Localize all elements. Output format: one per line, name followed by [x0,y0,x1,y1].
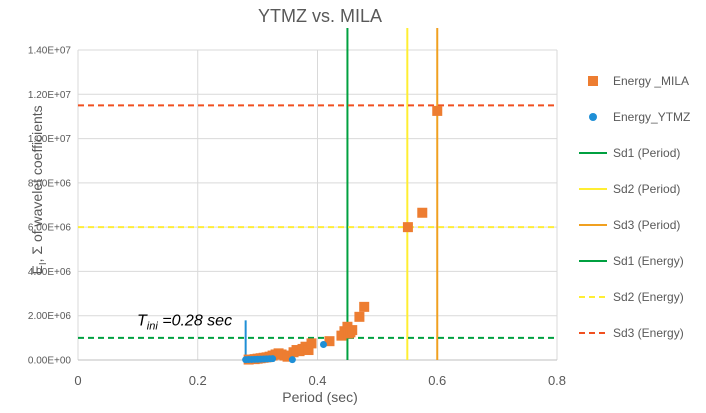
legend-label: Energy_YTMZ [613,110,690,124]
y-tick-label: 1.00E+07 [28,134,72,145]
y-tick-label: 8.00E+06 [28,178,72,189]
legend-label: Energy _MILA [613,74,689,88]
data-point-ytmz [269,355,277,363]
data-point-ytmz [319,341,327,348]
legend-label: Sd1 (Energy) [613,254,684,268]
tini-annotation: Tini =0.28 sec [137,312,232,332]
data-point-mila [347,325,358,336]
tini-annotation-prefix: T [137,312,148,329]
x-tick-label: 0.4 [308,373,326,388]
y-tick-label: 1.40E+07 [28,46,72,57]
data-point-mila [306,338,317,349]
data-point-ytmz [288,356,296,364]
data-point-mila [354,311,365,322]
tini-annotation-value: =0.28 sec [158,312,232,329]
legend-label: Sd2 (Energy) [613,290,684,304]
data-point-mila [303,345,314,356]
data-point-mila [282,351,293,362]
x-tick-label: 0.2 [189,373,207,388]
legend-label: Sd1 (Period) [613,146,680,160]
legend-marker-mila [588,76,598,86]
x-tick-label: 0 [74,373,81,388]
legend-marker-ytmz [589,113,597,121]
y-tick-label: 2.00E+06 [28,311,72,322]
tini-annotation-subscript: ini [147,320,159,332]
x-tick-label: 0.6 [428,373,446,388]
y-tick-label: 6.00E+06 [28,223,72,234]
data-point-mila [432,105,443,116]
y-tick-label: 0.00E+00 [28,356,72,367]
y-tick-label: 4.00E+06 [28,267,72,278]
legend-label: Sd2 (Period) [613,182,680,196]
data-point-mila [402,222,413,233]
data-point-mila [324,336,335,347]
legend-label: Sd3 (Period) [613,218,680,232]
x-tick-label: 0.8 [548,373,566,388]
legend-label: Sd3 (Energy) [613,326,684,340]
data-point-mila [417,207,428,218]
data-point-mila [359,301,370,312]
y-tick-label: 1.20E+07 [28,90,72,101]
chart-title: YTMZ vs. MILA [257,6,382,26]
x-axis-label: Period (sec) [282,389,358,405]
